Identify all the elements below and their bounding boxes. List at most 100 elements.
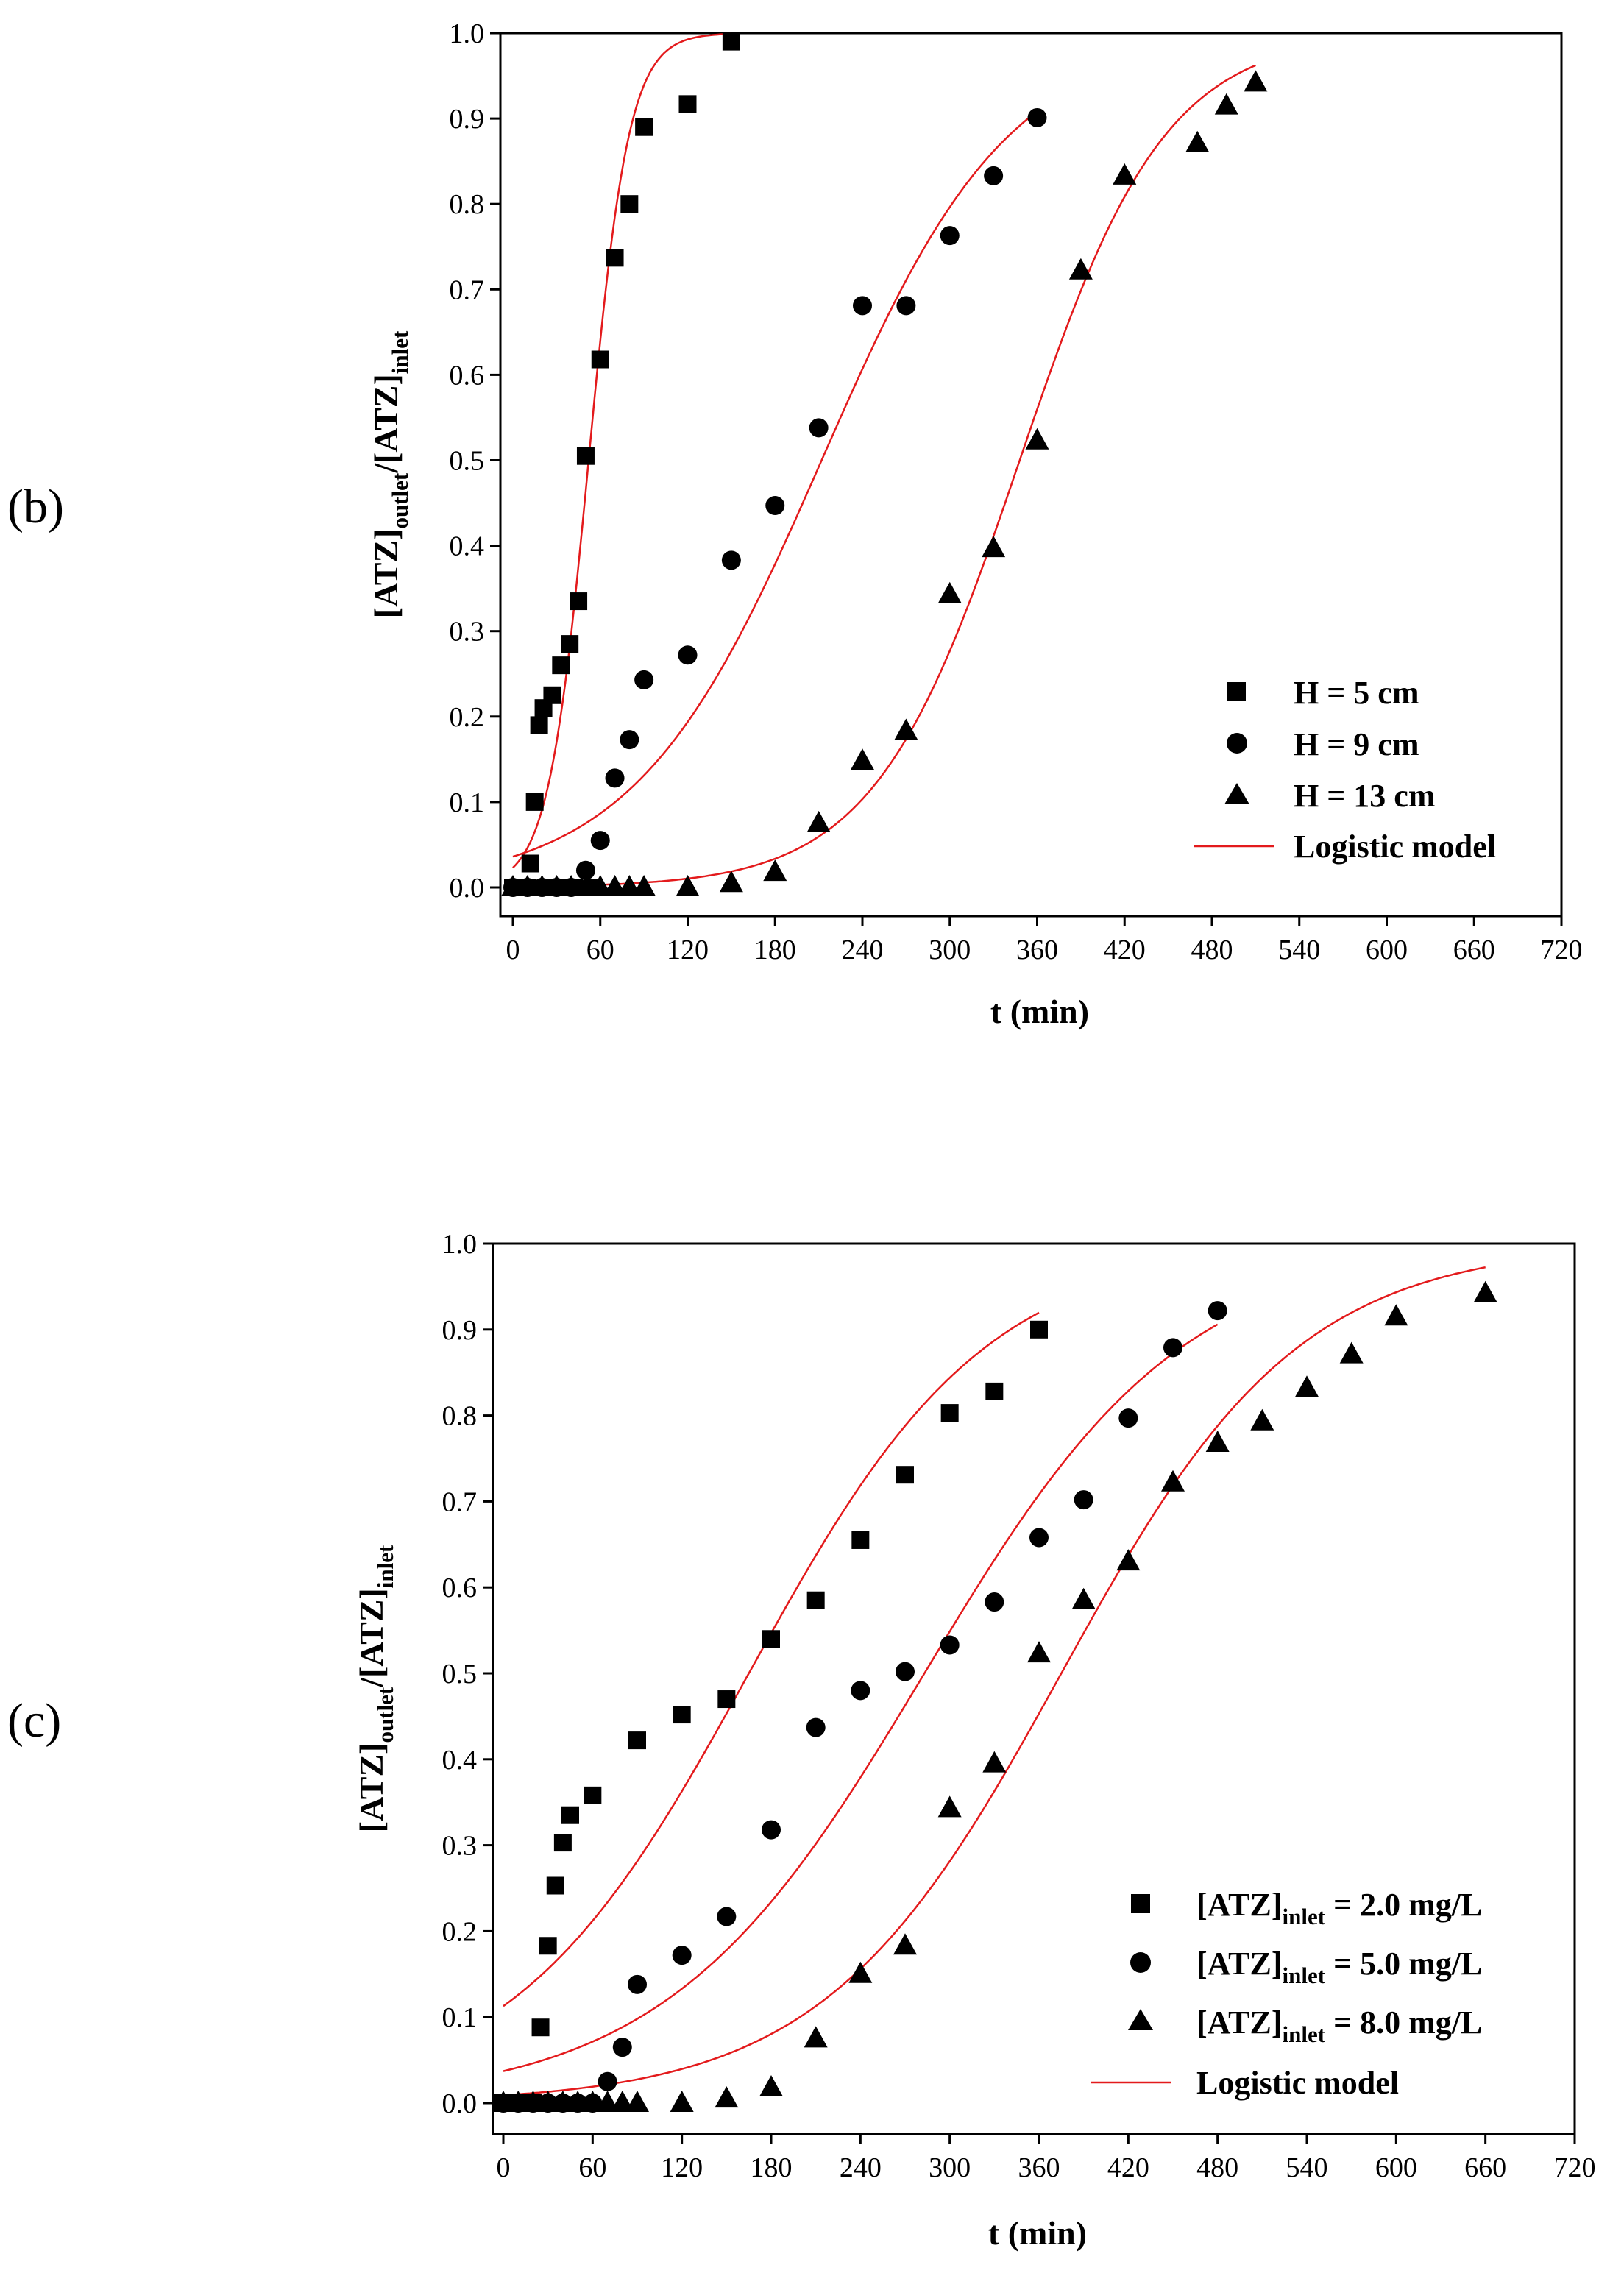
x-axis-label-b: t (min) (990, 993, 1089, 1030)
y-tick-label: 0.2 (442, 1916, 478, 1947)
panel-label-c: (c) (7, 1694, 61, 1748)
y-tick-label: 0.7 (442, 1486, 478, 1517)
legend-label-5mg: [ATZ]inlet = 5.0 mg/L (1196, 1946, 1482, 1988)
x-tick-label: 600 (1366, 935, 1408, 965)
square-marker (678, 95, 697, 113)
legend-label-logistic-c: Logistic model (1196, 2065, 1399, 2101)
triangle-marker (1185, 130, 1210, 152)
x-tick-label: 720 (1554, 2152, 1596, 2183)
y-tick-label: 0.6 (450, 360, 485, 391)
circle-marker (612, 2038, 632, 2057)
circle-marker (1074, 1490, 1093, 1510)
logistic-model-curves-b (512, 32, 1256, 888)
square-marker (628, 1731, 646, 1750)
triangle-marker (982, 1751, 1007, 1773)
y-tick-label: 0.2 (450, 702, 485, 733)
triangle-marker (1027, 1641, 1051, 1663)
square-marker (591, 350, 609, 369)
legend-marker-triangle-c (1128, 2009, 1153, 2030)
plot-frame-c (492, 1242, 1576, 2135)
triangle-marker (1295, 1375, 1319, 1397)
circle-marker (1027, 107, 1047, 127)
square-marker (985, 1382, 1004, 1400)
legend-marker-square-c (1131, 1894, 1150, 1913)
circle-marker (853, 296, 872, 316)
x-tick-label: 300 (929, 2152, 971, 2183)
triangle-marker (1214, 93, 1238, 115)
triangle-marker (1071, 1587, 1096, 1609)
circle-marker (605, 768, 625, 788)
square-marker (940, 1404, 959, 1422)
x-tick-label: 180 (754, 935, 796, 965)
triangle-marker (670, 2091, 694, 2112)
x-tick-label: 660 (1464, 2152, 1506, 2183)
circle-marker (678, 645, 698, 665)
legend-marker-square-b (1227, 682, 1246, 701)
circle-marker (851, 1681, 870, 1701)
circle-marker (984, 166, 1004, 185)
triangle-marker (1339, 1341, 1364, 1364)
circle-marker (896, 1662, 915, 1681)
x-tick-label: 180 (751, 2152, 793, 2183)
logistic-model-curve (512, 110, 1038, 858)
triangle-marker (1161, 1470, 1185, 1492)
legend-label-h5: H = 5 cm (1294, 675, 1419, 711)
triangle-marker (719, 871, 743, 893)
y-tick-label: 0.5 (450, 446, 485, 477)
x-tick-label: 660 (1453, 935, 1495, 965)
triangle-marker (893, 1933, 917, 1955)
square-marker (762, 1630, 780, 1648)
y-tick-label: 0.1 (442, 2002, 478, 2033)
legend-label-2mg: [ATZ]inlet = 2.0 mg/L (1196, 1887, 1482, 1929)
x-tick-label: 120 (661, 2152, 703, 2183)
circle-marker (620, 730, 639, 750)
triangle-marker (1113, 163, 1137, 185)
axes-c: 0 60 120 180 240 300 360 420 480 540 600 660 720 0.0 0… (442, 1229, 1596, 2183)
legend-marker-circle-b (1227, 733, 1247, 754)
circle-marker (575, 860, 595, 880)
circle-marker (940, 1635, 960, 1655)
triangle-marker (937, 1795, 962, 1818)
y-tick-label: 0.9 (450, 104, 485, 135)
triangle-marker (550, 2091, 575, 2112)
y-tick-label: 0.9 (442, 1315, 478, 1346)
x-tick-label: 540 (1286, 2152, 1328, 2183)
triangle-marker (982, 536, 1006, 558)
triangle-marker (536, 2091, 560, 2112)
y-tick-label: 0.7 (450, 274, 485, 305)
y-tick-label: 0.4 (450, 531, 485, 562)
y-tick-label: 0.3 (442, 1831, 478, 1862)
square-marker (561, 635, 579, 653)
logistic-model-curve (513, 64, 1256, 888)
square-marker (620, 195, 639, 213)
triangle-marker (1025, 428, 1049, 450)
triangle-marker (492, 2091, 515, 2112)
y-tick-label: 1.0 (442, 1229, 478, 1260)
y-tick-label: 0.0 (442, 2088, 478, 2119)
square-marker (722, 32, 740, 51)
y-tick-label: 0.8 (442, 1401, 478, 1432)
triangle-marker (851, 748, 874, 770)
circle-marker (1029, 1528, 1049, 1548)
square-marker (584, 1786, 602, 1804)
circle-marker (809, 418, 829, 438)
x-tick-label: 480 (1191, 935, 1233, 965)
data-points-c (492, 1280, 1497, 2113)
triangle-marker (715, 2086, 739, 2108)
y-tick-label: 0.5 (442, 1659, 478, 1690)
x-tick-label: 720 (1541, 935, 1583, 965)
plot-frame-b (499, 32, 1563, 918)
square-marker (530, 716, 548, 734)
x-tick-label: 540 (1278, 935, 1320, 965)
triangle-marker (937, 581, 962, 603)
square-marker (806, 1591, 825, 1609)
square-marker (606, 249, 624, 267)
triangle-marker (759, 2074, 783, 2096)
circle-marker (628, 1974, 647, 1994)
x-tick-label: 420 (1107, 2152, 1149, 2183)
square-marker (543, 686, 561, 704)
circle-marker (721, 550, 741, 570)
square-marker (525, 793, 544, 811)
triangle-marker (581, 2091, 605, 2112)
